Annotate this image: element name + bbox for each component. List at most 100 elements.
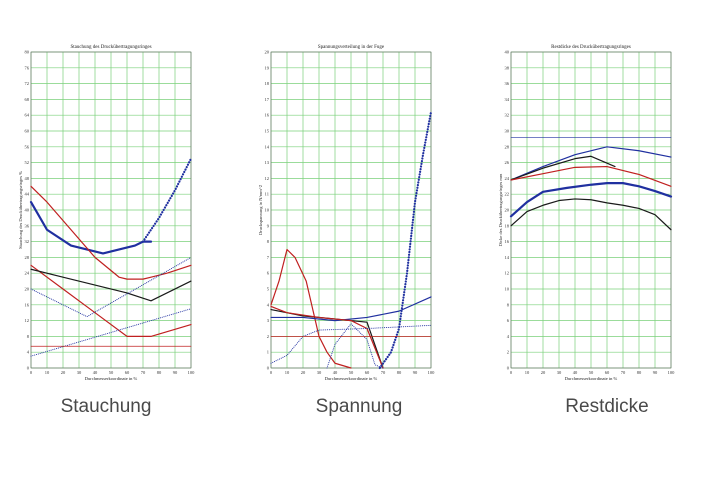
y-tick-label: 76 xyxy=(25,65,30,70)
y-tick-label: 8 xyxy=(507,302,510,307)
y-tick-label: 11 xyxy=(265,192,269,197)
y-tick-label: 20 xyxy=(505,208,510,213)
chart-stauchung: 0 10 20 30 40 50 60 70 80 90 100048121620242832364… xyxy=(18,45,196,381)
y-tick-label: 36 xyxy=(25,223,30,228)
x-tick-label: 70 xyxy=(621,370,626,375)
x-tick-label: 40 xyxy=(573,370,578,375)
y-tick-label: 18 xyxy=(505,223,510,228)
y-tick-label: 34 xyxy=(505,97,510,102)
chart-restdicke: 0 10 20 30 40 50 60 70 80 90 100024681012141618202… xyxy=(498,45,676,381)
caption-spannung: Spannung xyxy=(315,396,403,417)
series-line-4 xyxy=(30,268,192,302)
x-tick-label: 30 xyxy=(317,370,322,375)
y-tick-label: 20 xyxy=(25,287,30,292)
y-axis-label: Druckspannung in N/mm^2 xyxy=(258,185,263,235)
y-tick-label: 16 xyxy=(25,302,30,307)
x-axis-label: Durchmesserkoordinate in % xyxy=(325,376,378,381)
chart-spannung-panel: 0 10 20 30 40 50 60 70 80 90 100 0 1 2 3 4 5 6 7 8 9 10 11 12 13… xyxy=(258,40,459,390)
x-tick-label: 10 xyxy=(525,370,530,375)
caption-restdicke: Restdicke xyxy=(565,396,649,417)
y-tick-label: 2 xyxy=(507,350,509,355)
series-line-3 xyxy=(30,264,192,337)
y-tick-label: 18 xyxy=(265,81,270,86)
chart-spannung: 0 10 20 30 40 50 60 70 80 90 100012345678910111213… xyxy=(258,45,435,381)
x-tick-label: 70 xyxy=(141,370,146,375)
chart-title: Restdicke des Druckübertragungsringes xyxy=(551,45,631,50)
caption-stauchung: Stauchung xyxy=(60,396,152,417)
x-tick-label: 90 xyxy=(173,370,178,375)
x-tick-label: 50 xyxy=(109,370,114,375)
x-tick-label: 0 xyxy=(510,370,513,375)
y-tick-label: 40 xyxy=(25,208,30,213)
y-tick-label: 24 xyxy=(25,271,30,276)
series-line-4 xyxy=(509,182,673,218)
x-axis-label: Durchmesserkoordinate in % xyxy=(565,376,618,381)
x-tick-label: 80 xyxy=(637,370,642,375)
x-tick-label: 90 xyxy=(653,370,658,375)
y-tick-label: 16 xyxy=(265,113,270,118)
y-tick-label: 52 xyxy=(25,160,30,165)
y-tick-label: 32 xyxy=(505,113,510,118)
y-tick-label: 6 xyxy=(507,318,510,323)
y-tick-label: 24 xyxy=(505,176,510,181)
y-tick-label: 19 xyxy=(265,65,270,70)
series-line-2 xyxy=(30,185,192,280)
x-tick-label: 40 xyxy=(333,370,338,375)
y-tick-label: 4 xyxy=(27,350,30,355)
series-line-5 xyxy=(510,198,672,231)
series-line-6 xyxy=(30,308,192,357)
x-tick-label: 50 xyxy=(349,370,354,375)
y-tick-label: 0 xyxy=(27,366,30,371)
y-tick-label: 16 xyxy=(505,239,510,244)
x-tick-label: 30 xyxy=(77,370,82,375)
x-tick-label: 100 xyxy=(188,370,196,375)
y-tick-label: 40 xyxy=(505,50,510,55)
y-tick-label: 36 xyxy=(505,81,510,86)
x-axis-label: Durchmesserkoordinate in % xyxy=(85,376,138,381)
y-tick-label: 28 xyxy=(505,144,510,149)
y-tick-label: 0 xyxy=(507,366,510,371)
series-line-3 xyxy=(510,165,672,187)
chart-title: Spannungsverteilung in der Fuge xyxy=(318,45,385,50)
x-tick-label: 20 xyxy=(541,370,546,375)
y-tick-label: 12 xyxy=(505,271,510,276)
y-tick-label: 64 xyxy=(25,113,30,118)
y-tick-label: 38 xyxy=(505,65,510,70)
x-tick-label: 50 xyxy=(589,370,594,375)
y-tick-label: 5 xyxy=(267,287,270,292)
y-tick-label: 8 xyxy=(267,239,270,244)
y-tick-label: 56 xyxy=(25,144,30,149)
y-tick-label: 10 xyxy=(265,208,270,213)
x-tick-label: 100 xyxy=(668,370,676,375)
y-tick-label: 68 xyxy=(25,97,30,102)
y-tick-label: 2 xyxy=(267,334,269,339)
series-line-2 xyxy=(270,296,432,322)
y-tick-label: 60 xyxy=(25,129,30,134)
y-tick-label: 12 xyxy=(265,176,270,181)
x-tick-label: 60 xyxy=(125,370,130,375)
series-line-0 xyxy=(270,248,352,369)
x-tick-label: 90 xyxy=(413,370,418,375)
y-tick-label: 17 xyxy=(265,97,270,102)
y-tick-label: 4 xyxy=(507,334,510,339)
y-tick-label: 12 xyxy=(25,318,30,323)
y-tick-label: 4 xyxy=(267,302,270,307)
y-tick-label: 72 xyxy=(25,81,30,86)
chart-title: Stauchung des Druckübertragungsringes xyxy=(70,45,151,50)
x-tick-label: 20 xyxy=(301,370,306,375)
x-tick-label: 70 xyxy=(381,370,386,375)
x-tick-label: 80 xyxy=(397,370,402,375)
y-tick-label: 9 xyxy=(267,223,270,228)
x-tick-label: 20 xyxy=(61,370,66,375)
chart-stauchung-panel: 0 10 20 30 40 50 60 70 80 90 100 0 4 8 12 16 20 24 28 32 36 4… xyxy=(18,40,219,390)
y-tick-label: 20 xyxy=(265,50,270,55)
y-tick-label: 80 xyxy=(25,50,30,55)
y-tick-label: 48 xyxy=(25,176,30,181)
y-axis-label: Dicke des Druckübertragungsringes mm xyxy=(498,173,503,246)
x-tick-label: 10 xyxy=(45,370,50,375)
y-tick-label: 10 xyxy=(505,287,510,292)
series-line-3 xyxy=(270,305,384,369)
plot-frame xyxy=(30,51,192,369)
y-tick-label: 0 xyxy=(267,366,270,371)
series-line-1 xyxy=(141,157,193,243)
